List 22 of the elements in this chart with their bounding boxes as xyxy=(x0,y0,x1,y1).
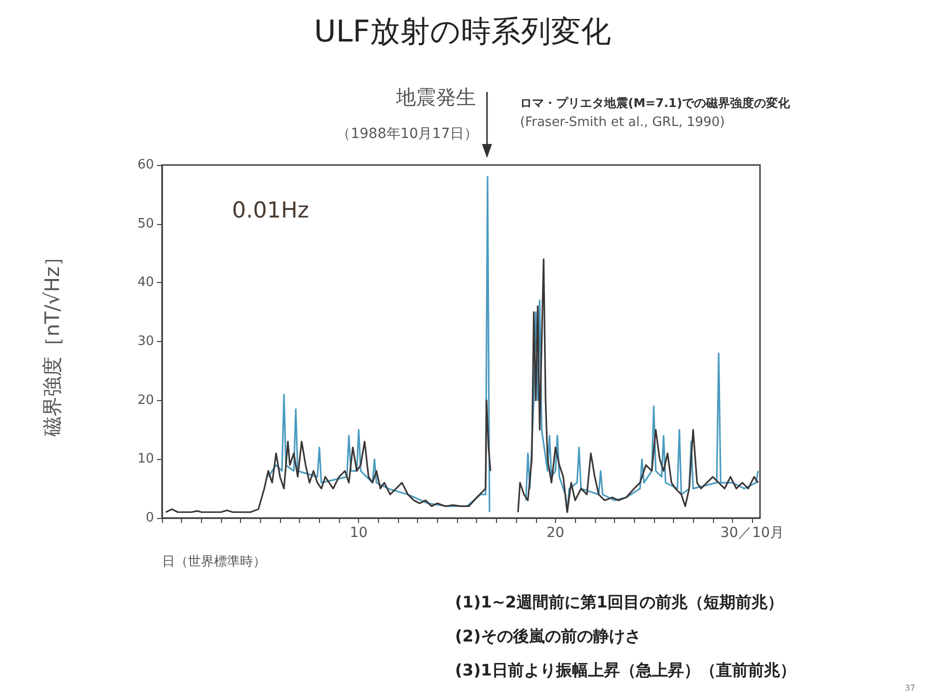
y-tick-label: 60 xyxy=(137,158,154,172)
annotation: 0.01Hz xyxy=(232,198,310,224)
y-tick-label: 30 xyxy=(137,334,154,349)
text: (1)1~2週間前に第1回目の前兆（短期前兆） xyxy=(455,592,784,612)
x-tick-label: 20 xyxy=(546,525,564,541)
x-tick-label: 30／10月 xyxy=(720,525,784,541)
chart-title: ULF放射の時系列変化 xyxy=(314,14,611,50)
text: (3)1日前より振幅上昇（急上昇）（直前前兆） xyxy=(455,660,796,680)
y-tick-label: 10 xyxy=(137,452,154,467)
text: 37 xyxy=(905,684,916,692)
chart-subtitle: ロマ・プリエタ地震(M=7.1)での磁界強度の変化 xyxy=(520,96,792,110)
text: 地震発生 xyxy=(395,85,476,109)
text: (2)その後嵐の前の静けさ xyxy=(455,626,641,646)
y-tick-label: 20 xyxy=(137,392,154,408)
x-tick-label: 10 xyxy=(350,525,368,541)
y-tick-label: 0 xyxy=(146,510,154,526)
y-tick-label: 40 xyxy=(137,275,154,290)
y-tick-label: 50 xyxy=(137,216,154,232)
text: (Fraser-Smith et al., GRL, 1990) xyxy=(520,115,725,130)
y-axis-title: 磁界強度［nT/√Hz］ xyxy=(40,246,64,438)
x-axis-title: 日（世界標準時） xyxy=(162,554,266,570)
text: （1988年10月17日） xyxy=(336,126,478,142)
